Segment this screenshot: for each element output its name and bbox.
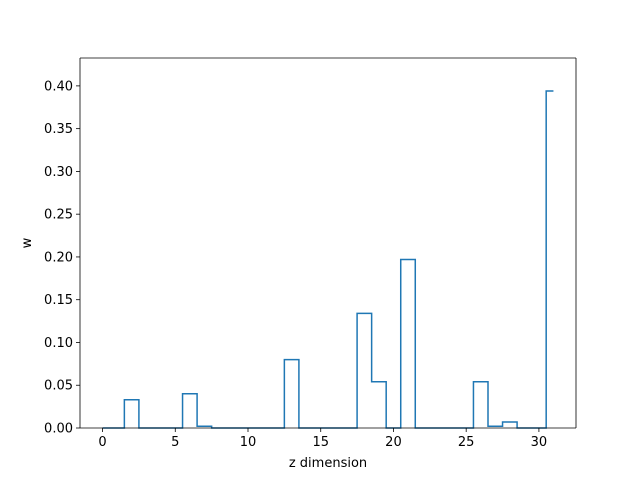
x-tick-label: 0 [98,435,106,450]
y-tick-label: 0.10 [44,336,73,351]
y-axis-label: w [20,237,35,248]
y-tick-label: 0.25 [44,208,73,223]
y-tick-label: 0.30 [44,165,73,180]
x-tick-label: 15 [312,435,329,450]
x-tick-label: 5 [171,435,179,450]
x-tick-label: 10 [240,435,257,450]
x-axis-label: z dimension [289,456,367,471]
x-tick-label: 25 [458,435,475,450]
y-tick-label: 0.35 [44,122,73,137]
y-tick-label: 0.40 [44,79,73,94]
axes-layer: 0 5 10 15 20 25 30 0.00 0.05 0.10 0.15 0.20 0.25 0.30… [44,57,577,450]
y-tick-label: 0.05 [44,379,73,394]
x-tick-label: 30 [531,435,548,450]
plot-area [80,58,576,428]
y-tick-label: 0.00 [44,422,73,437]
x-tick-label: 20 [385,435,402,450]
y-tick-label: 0.20 [44,250,73,265]
y-tick-label: 0.15 [44,293,73,308]
